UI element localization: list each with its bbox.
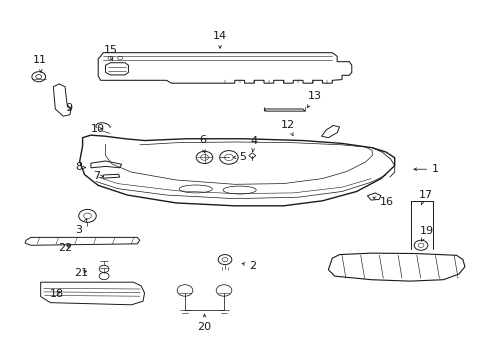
- Text: 8: 8: [75, 162, 85, 172]
- Text: 2: 2: [242, 261, 256, 271]
- Text: 10: 10: [91, 124, 105, 134]
- Text: 16: 16: [372, 197, 393, 207]
- Text: 19: 19: [419, 226, 433, 241]
- Text: 9: 9: [65, 103, 72, 113]
- Text: 20: 20: [197, 314, 211, 332]
- Text: 11: 11: [33, 55, 47, 72]
- Text: 4: 4: [250, 136, 257, 152]
- Text: 14: 14: [213, 31, 227, 48]
- Text: 7: 7: [93, 171, 103, 181]
- Text: 12: 12: [281, 120, 295, 135]
- Text: 6: 6: [199, 135, 206, 153]
- Text: 17: 17: [418, 190, 432, 205]
- Text: 5: 5: [233, 152, 246, 162]
- Text: 13: 13: [307, 91, 322, 108]
- Text: 21: 21: [74, 267, 88, 278]
- Text: 3: 3: [75, 219, 87, 235]
- Text: 18: 18: [49, 289, 63, 299]
- Text: 15: 15: [103, 45, 117, 61]
- Text: 1: 1: [413, 164, 438, 174]
- Text: 22: 22: [58, 243, 72, 253]
